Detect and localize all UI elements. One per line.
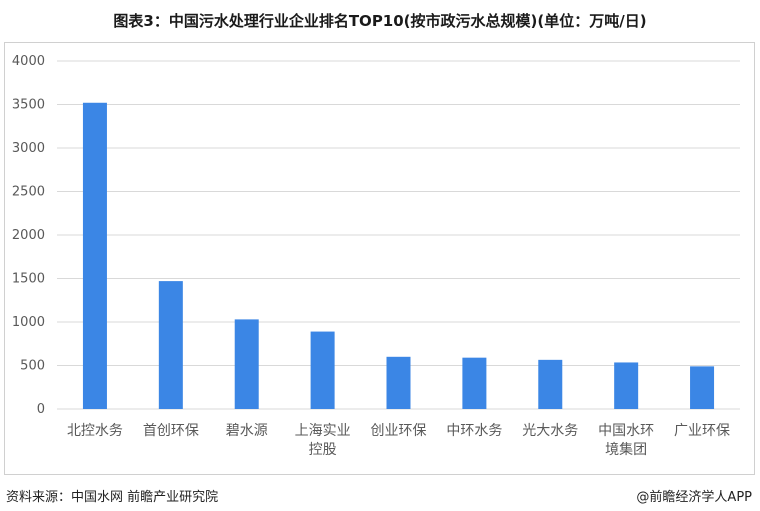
x-tick-label: 中环水务 [446, 423, 502, 439]
y-tick-label: 2000 [12, 228, 45, 243]
x-tick-label: 光大水务 [522, 423, 578, 439]
x-tick-label: 广业环保 [674, 423, 730, 439]
x-tick-label: 首创环保 [143, 423, 199, 439]
bar [462, 357, 487, 409]
x-tick-label: 北控水务 [67, 423, 123, 439]
bar [234, 319, 259, 409]
x-tick-label: 控股 [309, 442, 337, 458]
y-tick-label: 4000 [12, 54, 45, 69]
x-tick-label: 创业环保 [371, 423, 427, 439]
y-tick-label: 0 [37, 402, 45, 417]
x-tick-label: 上海实业 [295, 423, 351, 439]
bar [538, 359, 563, 409]
x-tick-label: 碧水源 [226, 423, 268, 439]
source-note: 资料来源：中国水网 前瞻产业研究院 [6, 490, 219, 505]
y-tick-label: 3000 [12, 141, 45, 156]
bar [614, 362, 639, 409]
brand-credit: @前瞻经济学人APP [636, 490, 752, 505]
y-tick-label: 3500 [12, 98, 45, 113]
x-tick-label: 中国水环 [598, 423, 654, 439]
bars [82, 102, 715, 409]
y-tick-label: 2500 [12, 185, 45, 200]
bar [158, 281, 183, 409]
bar [310, 331, 335, 409]
bar [82, 102, 107, 409]
y-tick-label: 500 [20, 359, 45, 374]
bar-chart: 0 500 1000 1500 2000 2500 3000 3500 4000 北控水务 首创环… [12, 54, 740, 458]
y-axis-ticks: 0 500 1000 1500 2000 2500 3000 3500 4000 [12, 54, 45, 417]
bar [386, 356, 411, 409]
x-tick-label: 境集团 [605, 441, 647, 458]
chart-title: 图表3：中国污水处理行业企业排名TOP10(按市政污水总规模)(单位：万吨/日) [113, 12, 647, 30]
y-tick-label: 1500 [12, 272, 45, 287]
chart-frame [4, 42, 755, 475]
bar [690, 366, 715, 409]
y-tick-label: 1000 [12, 315, 45, 330]
